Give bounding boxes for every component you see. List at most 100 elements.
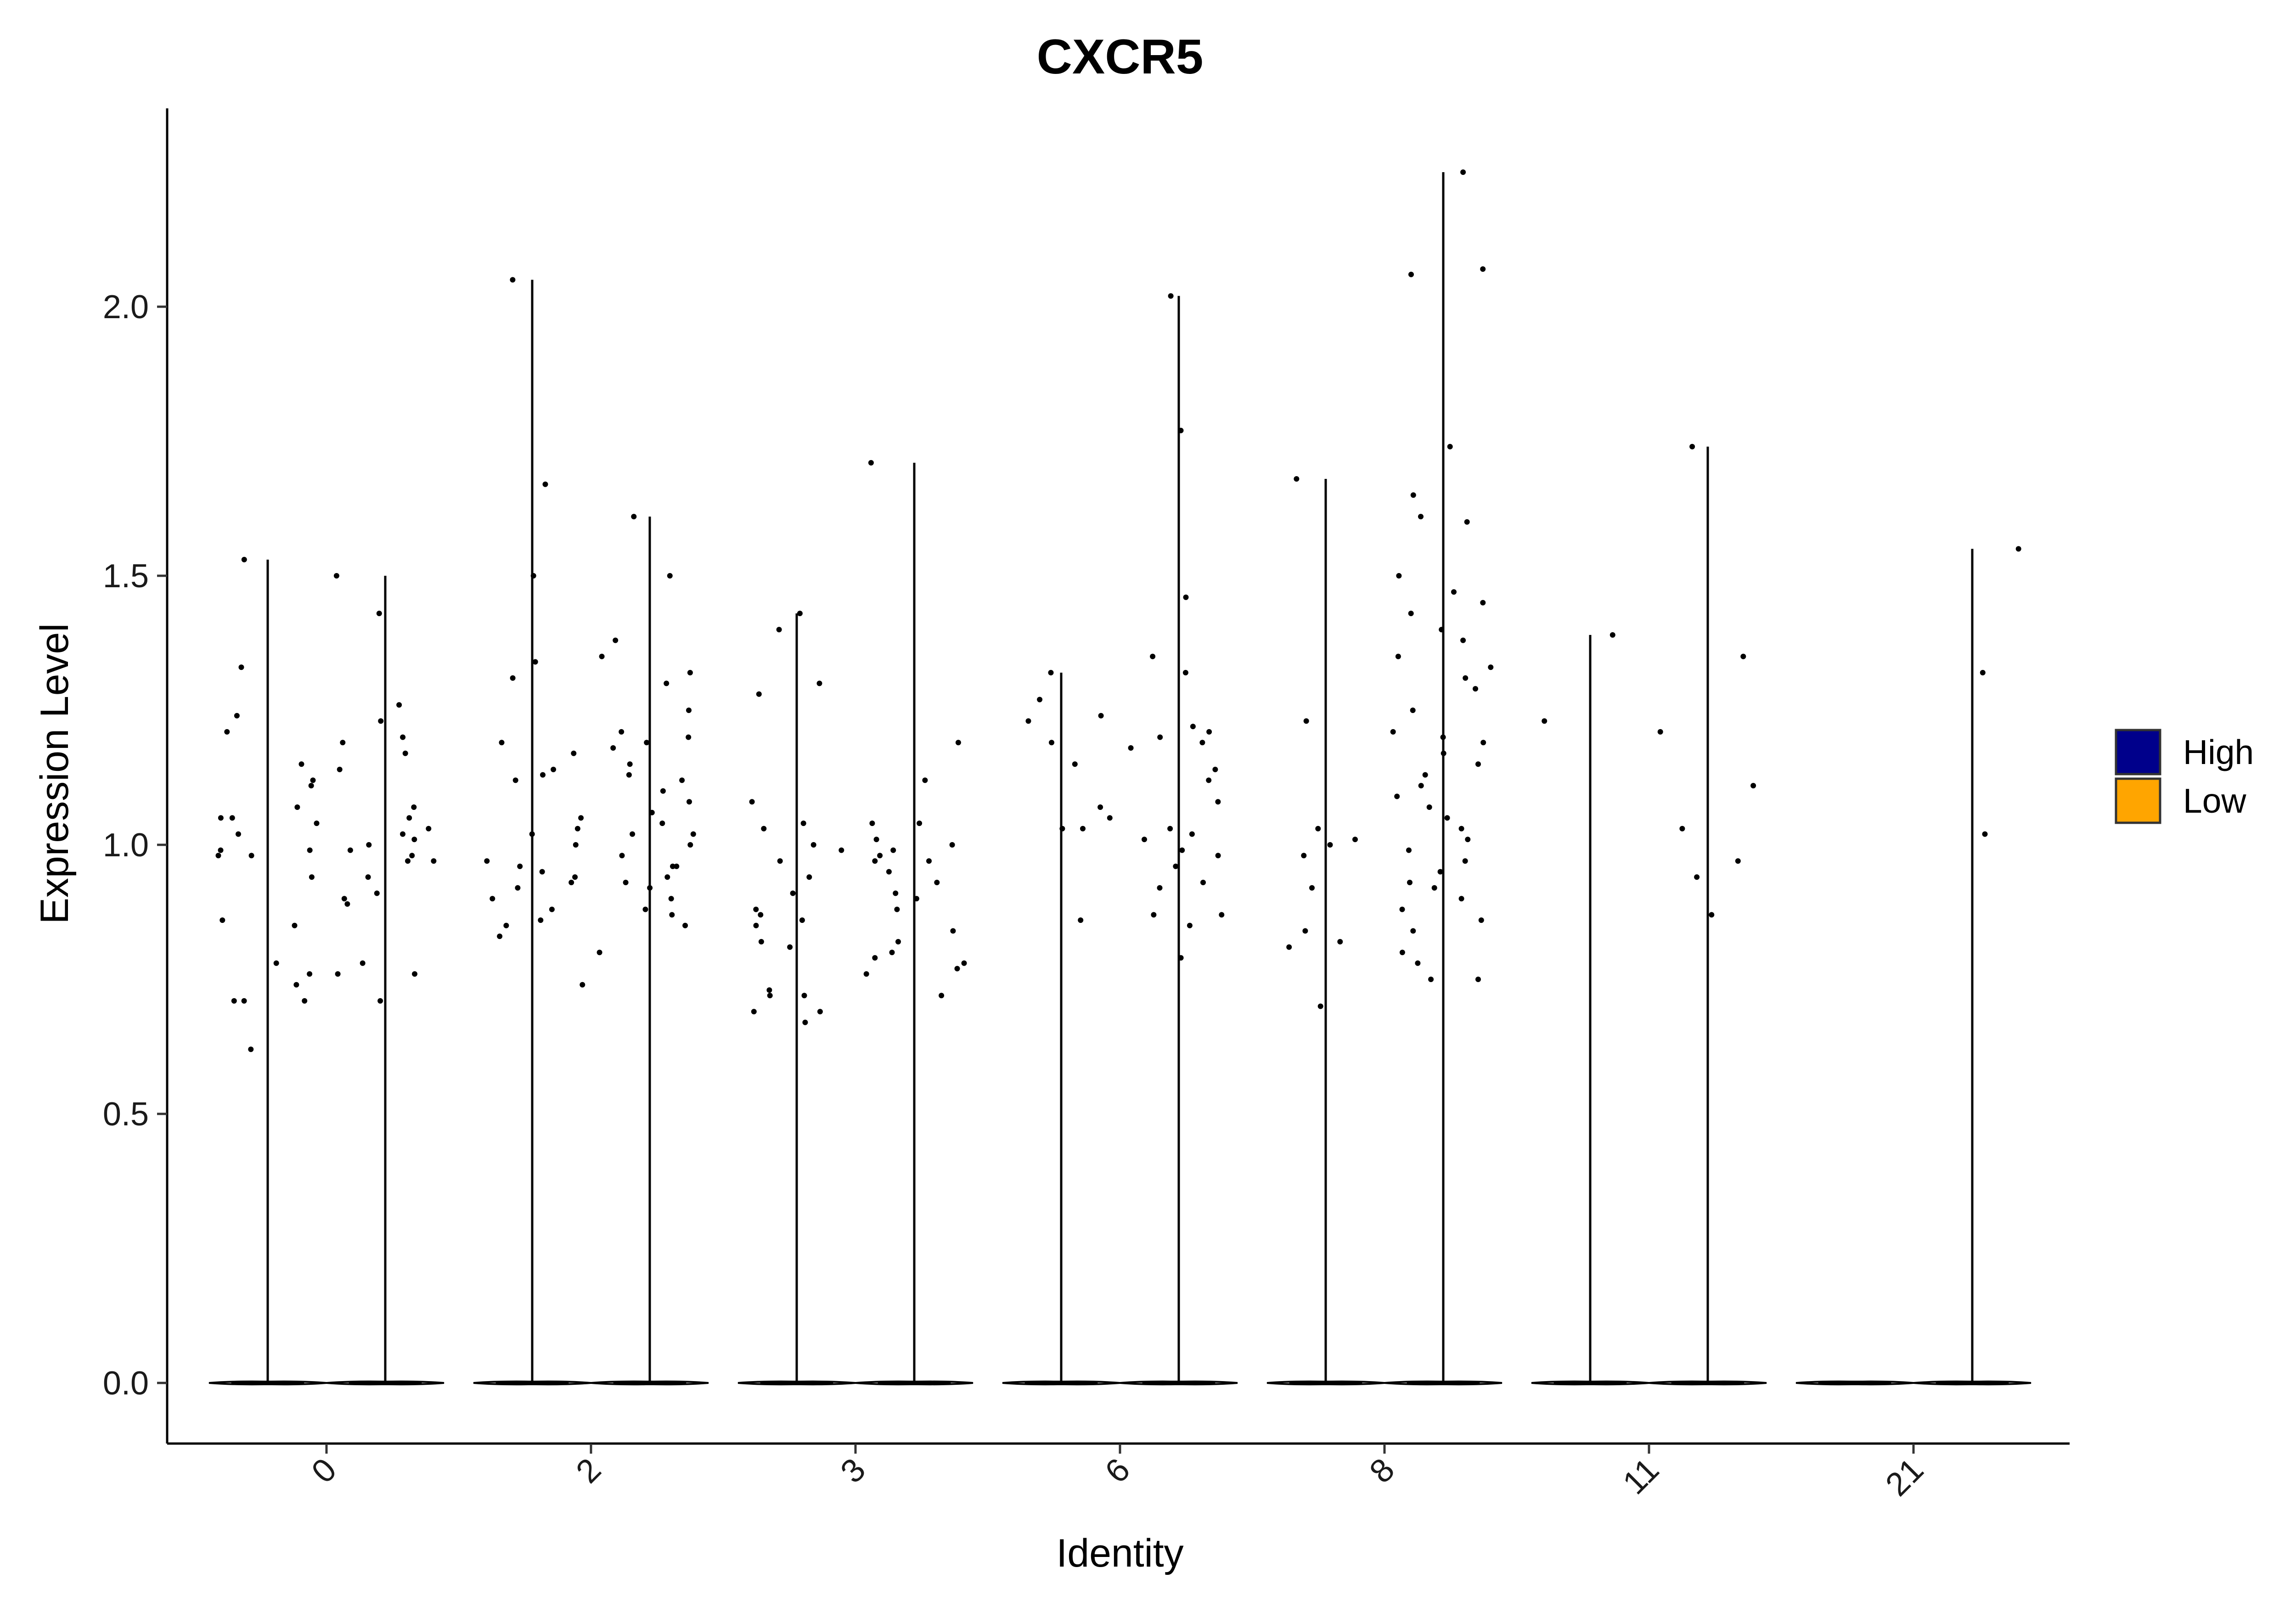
data-point — [1037, 697, 1043, 702]
x-tick-label: 0 — [304, 1451, 343, 1490]
data-point — [229, 815, 235, 821]
data-point — [838, 847, 844, 853]
data-point — [1460, 169, 1466, 175]
data-point — [619, 729, 625, 735]
data-point — [333, 573, 339, 579]
data-point — [917, 820, 923, 826]
data-point — [551, 766, 557, 772]
data-point — [540, 772, 546, 778]
data-point — [411, 837, 417, 843]
x-tick-label: 3 — [833, 1451, 872, 1490]
data-point — [1444, 815, 1450, 821]
data-point — [293, 982, 299, 988]
data-point — [1437, 869, 1443, 875]
data-point — [810, 842, 816, 848]
data-point — [1059, 826, 1065, 832]
data-point — [1327, 842, 1333, 848]
data-point — [1406, 847, 1412, 853]
data-point — [1182, 670, 1188, 675]
data-point — [627, 761, 633, 767]
data-point — [378, 718, 384, 724]
data-point — [402, 750, 408, 756]
data-point — [1049, 740, 1054, 746]
data-point — [241, 556, 247, 562]
data-point — [405, 858, 411, 864]
data-point — [816, 680, 822, 686]
data-point — [538, 917, 544, 923]
data-point — [690, 831, 696, 837]
data-point — [1395, 653, 1401, 659]
data-point — [1399, 950, 1405, 955]
data-point — [314, 820, 320, 826]
data-point — [1189, 831, 1195, 837]
data-point — [670, 863, 675, 869]
data-point — [224, 729, 230, 735]
data-point — [572, 874, 578, 880]
data-point — [215, 853, 221, 859]
data-point — [799, 917, 805, 923]
data-point — [568, 880, 574, 885]
data-point — [292, 922, 298, 928]
data-point — [1679, 826, 1685, 832]
data-point — [1390, 729, 1396, 735]
data-point — [218, 815, 224, 821]
data-point — [1473, 686, 1478, 692]
data-point — [335, 971, 341, 977]
data-point — [497, 933, 503, 939]
data-point — [241, 998, 247, 1004]
data-point — [1303, 718, 1309, 724]
data-point — [1215, 853, 1221, 859]
y-tick-label: 0.5 — [103, 1096, 149, 1133]
data-point — [298, 761, 304, 767]
data-point — [1451, 589, 1457, 595]
data-point — [231, 998, 237, 1004]
data-point — [1394, 793, 1400, 799]
data-point — [817, 1009, 823, 1015]
data-point — [949, 842, 955, 848]
data-point — [1396, 573, 1402, 579]
data-point — [1078, 917, 1084, 923]
data-point — [1107, 815, 1113, 821]
data-point — [1080, 826, 1086, 832]
data-point — [922, 777, 928, 783]
data-point — [580, 982, 585, 988]
data-point — [1480, 266, 1486, 272]
data-point — [613, 637, 619, 643]
data-point — [873, 837, 879, 843]
data-point — [1694, 874, 1700, 880]
data-point — [961, 960, 967, 966]
data-point — [667, 573, 673, 579]
data-point — [1418, 783, 1424, 789]
data-point — [344, 901, 350, 907]
data-point — [1415, 960, 1421, 966]
data-point — [1173, 863, 1179, 869]
data-point — [549, 906, 555, 912]
data-point — [1048, 670, 1054, 675]
data-point — [1480, 740, 1486, 746]
chart-title: CXCR5 — [1037, 29, 1204, 84]
data-point — [1426, 804, 1432, 810]
data-point — [619, 853, 625, 859]
data-point — [238, 664, 244, 670]
data-point — [1410, 928, 1416, 934]
data-point — [893, 890, 899, 896]
data-point — [872, 858, 878, 864]
data-point — [1458, 896, 1464, 902]
data-point — [894, 906, 900, 912]
data-point — [366, 842, 372, 848]
data-point — [1179, 847, 1185, 853]
data-point — [1098, 713, 1104, 719]
data-point — [623, 880, 629, 885]
data-point — [1215, 799, 1221, 805]
data-point — [1407, 880, 1412, 885]
data-point — [1294, 476, 1300, 482]
x-tick-label: 2 — [569, 1451, 608, 1490]
data-point — [1982, 831, 1988, 837]
data-point — [597, 950, 602, 955]
data-point — [955, 740, 961, 746]
data-point — [1735, 858, 1741, 864]
data-point — [374, 890, 380, 896]
x-tick-label: 8 — [1362, 1451, 1401, 1490]
data-point — [484, 858, 490, 864]
data-point — [1410, 492, 1416, 498]
